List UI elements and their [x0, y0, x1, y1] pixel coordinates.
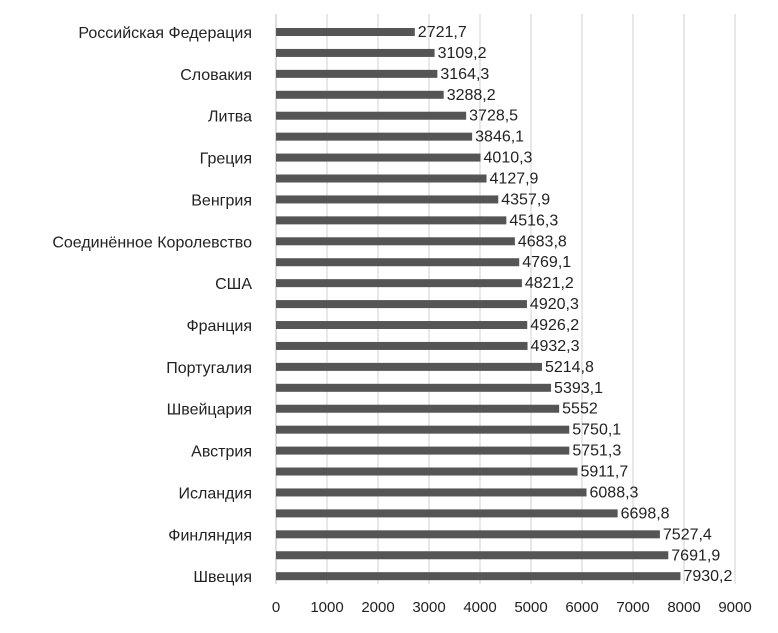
- bar: [276, 153, 481, 162]
- bar: [276, 195, 499, 204]
- data-label: 6088,3: [590, 484, 639, 501]
- data-label: 5214,8: [545, 359, 594, 376]
- bar: [276, 509, 618, 518]
- bar: [276, 488, 587, 497]
- category-label: Австрия: [191, 444, 252, 461]
- bar: [276, 362, 542, 371]
- label-layer: 2721,7 Российская Федерация 3109,2 3164,3 Сл…: [52, 24, 732, 586]
- bar: [276, 383, 552, 392]
- bar: [276, 425, 570, 434]
- data-label: 5552: [562, 401, 598, 418]
- bar: [276, 572, 681, 581]
- bar: [276, 69, 438, 78]
- bar: [276, 530, 660, 539]
- x-tick-label: 9000: [718, 599, 751, 616]
- data-label: 7930,2: [683, 568, 732, 585]
- bar: [276, 28, 415, 36]
- category-label: Литва: [208, 109, 252, 126]
- category-label: Венгрия: [191, 192, 252, 209]
- x-tick-label: 7000: [616, 599, 649, 616]
- bar: [276, 279, 522, 288]
- data-label: 4683,8: [518, 233, 567, 250]
- x-tick-label: 3000: [412, 599, 445, 616]
- data-label: 3728,5: [469, 108, 518, 125]
- x-tick-label: 5000: [514, 599, 547, 616]
- x-tick-label: 6000: [565, 599, 598, 616]
- category-label: Финляндия: [168, 527, 252, 544]
- data-label: 7691,9: [671, 547, 720, 564]
- data-label: 2721,7: [418, 24, 467, 41]
- data-label: 5393,1: [554, 380, 603, 397]
- tick-layer: 0 1000 2000 3000 4000 5000 6000 7000 8000 9000: [272, 599, 752, 616]
- data-label: 6698,8: [621, 505, 670, 522]
- x-tick-label: 0: [272, 599, 280, 616]
- data-label: 3164,3: [440, 66, 489, 83]
- bar: [276, 321, 528, 330]
- bar: [276, 446, 570, 455]
- data-label: 5750,1: [572, 422, 621, 439]
- data-label: 4357,9: [501, 191, 550, 208]
- category-label: Португалия: [166, 360, 252, 377]
- data-label: 4516,3: [509, 212, 558, 229]
- x-tick-label: 2000: [361, 599, 394, 616]
- category-label: Швейцария: [167, 402, 252, 419]
- category-label: Словакия: [180, 67, 252, 84]
- data-label: 4127,9: [490, 171, 539, 188]
- category-label: Российская Федерация: [78, 25, 252, 42]
- x-tick-label: 8000: [667, 599, 700, 616]
- data-label: 4926,2: [530, 317, 579, 334]
- data-label: 5911,7: [580, 464, 628, 481]
- bar: [276, 90, 444, 99]
- data-label: 3288,2: [447, 87, 496, 104]
- bar: [276, 48, 435, 57]
- bar: [276, 341, 528, 350]
- data-label: 4769,1: [522, 254, 571, 271]
- category-label: Греция: [200, 151, 252, 168]
- x-tick-label: 1000: [310, 599, 343, 616]
- grid-layer: [275, 14, 736, 584]
- data-label: 5751,3: [572, 443, 621, 460]
- category-label: Швеция: [193, 569, 252, 586]
- category-label: США: [215, 276, 252, 293]
- bar: [276, 467, 578, 476]
- data-label: 7527,4: [663, 526, 712, 543]
- x-tick-label: 4000: [463, 599, 496, 616]
- bar: [276, 300, 527, 309]
- bar: [276, 132, 473, 141]
- data-label: 3109,2: [438, 45, 487, 62]
- bar: [276, 258, 520, 267]
- data-label: 4920,3: [530, 296, 579, 313]
- category-label: Соединённое Королевство: [52, 234, 252, 251]
- data-label: 4821,2: [525, 275, 574, 292]
- bar: [276, 174, 487, 183]
- bar: [276, 111, 467, 120]
- bar: [276, 404, 560, 413]
- data-label: 3846,1: [475, 129, 524, 146]
- data-label: 4932,3: [531, 338, 580, 355]
- data-label: 4010,3: [484, 150, 533, 167]
- bar: [276, 237, 515, 246]
- bar-layer: [276, 28, 681, 581]
- category-label: Исландия: [178, 485, 252, 502]
- bar: [276, 551, 669, 560]
- category-label: Франция: [186, 318, 252, 335]
- bar: [276, 216, 507, 225]
